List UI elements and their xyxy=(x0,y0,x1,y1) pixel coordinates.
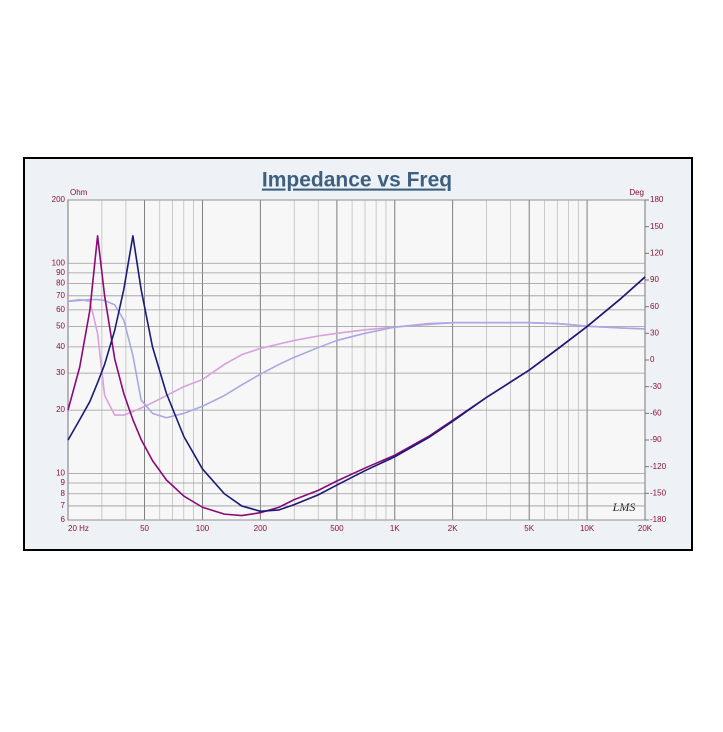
series-line xyxy=(67,298,646,419)
y-tick-label: 9 xyxy=(61,478,66,487)
y2-tick-label: 30 xyxy=(650,328,659,337)
y-tick-label: 70 xyxy=(56,291,65,300)
y2-axis-label: Deg xyxy=(629,188,644,197)
series-line xyxy=(67,235,646,513)
y2-tick-label: -60 xyxy=(650,408,662,417)
y-tick-label: 60 xyxy=(56,305,65,314)
y2-tick-label: -150 xyxy=(650,488,667,497)
y2-tick-label: 180 xyxy=(650,195,664,204)
y2-tick-label: -180 xyxy=(650,515,667,524)
y2-tick-label: 90 xyxy=(650,275,659,284)
y-tick-label: 50 xyxy=(56,322,65,331)
y-tick-label: 30 xyxy=(56,368,65,377)
x-tick-label: 20K xyxy=(638,524,653,533)
x-tick-label: 100 xyxy=(196,524,210,533)
y2-tick-label: -30 xyxy=(650,382,662,391)
x-tick-label: 2K xyxy=(448,524,458,533)
y-tick-label: 7 xyxy=(61,501,66,510)
y-tick-label: 6 xyxy=(61,515,66,524)
plot-area xyxy=(67,199,646,521)
y2-tick-label: 120 xyxy=(650,248,664,257)
y-tick-label: 40 xyxy=(56,342,65,351)
x-tick-label: 500 xyxy=(330,524,344,533)
chart-title: Impedance vs Freq xyxy=(262,169,452,192)
y2-tick-label: 60 xyxy=(650,302,659,311)
y-tick-label: 8 xyxy=(61,489,66,498)
y-tick-label: 100 xyxy=(52,258,66,267)
y-tick-label: 10 xyxy=(56,468,65,477)
y-axis-label: Ohm xyxy=(70,188,88,197)
x-tick-label: 200 xyxy=(254,524,268,533)
y-tick-label: 20 xyxy=(56,405,65,414)
x-tick-label: 1K xyxy=(390,524,400,533)
y2-tick-label: 0 xyxy=(650,355,655,364)
y2-tick-label: -120 xyxy=(650,462,667,471)
x-tick-label: 20 Hz xyxy=(68,524,89,533)
x-tick-label: 10K xyxy=(580,524,595,533)
y-tick-label: 80 xyxy=(56,279,65,288)
annotation: LMS xyxy=(612,500,636,514)
y-tick-label: 90 xyxy=(56,268,65,277)
x-tick-label: 50 xyxy=(140,524,149,533)
y2-tick-label: 150 xyxy=(650,222,664,231)
y2-tick-label: -90 xyxy=(650,435,662,444)
y-tick-label: 200 xyxy=(52,195,66,204)
x-tick-label: 5K xyxy=(524,524,534,533)
